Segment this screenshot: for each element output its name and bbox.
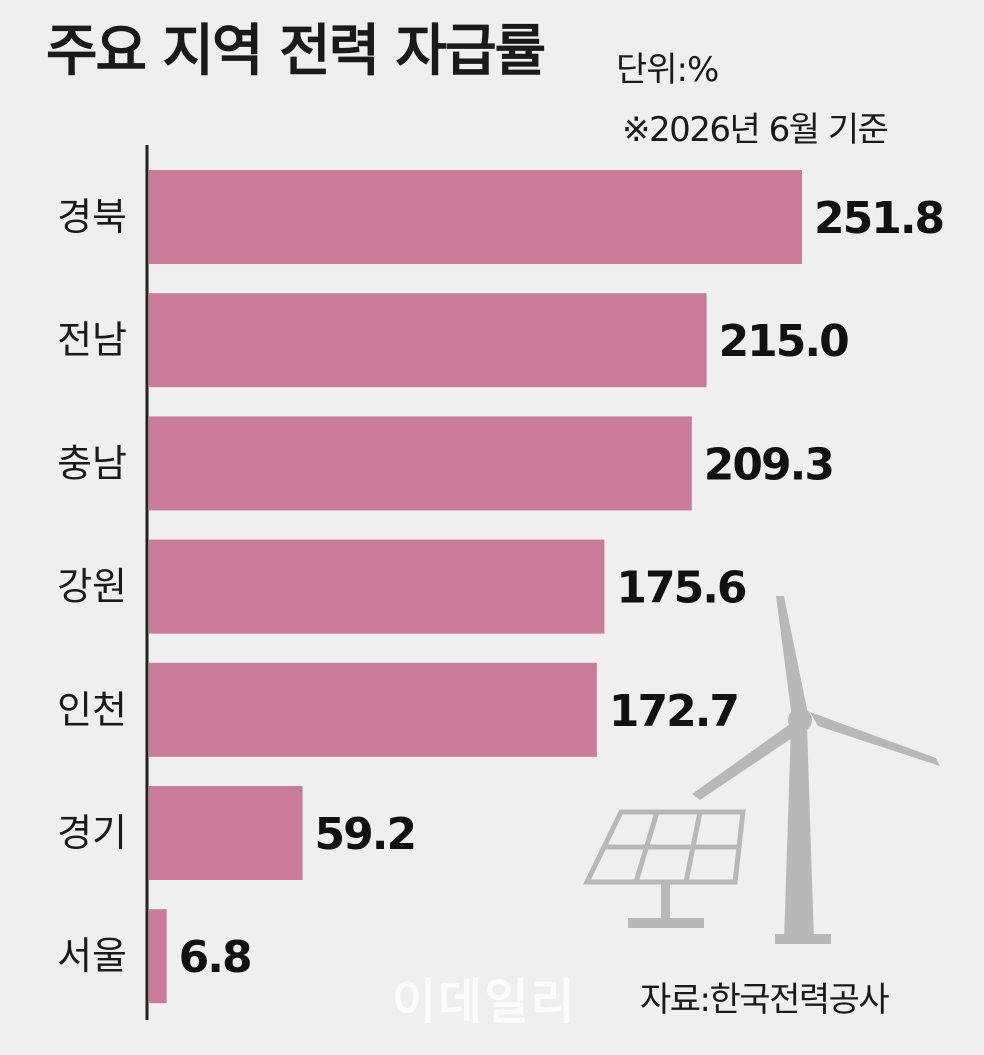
value-label-4: 172.7 <box>609 686 738 737</box>
category-label-2: 충남 <box>57 441 127 485</box>
source-note: 자료:한국전력공사 <box>640 980 890 1020</box>
bar-6 <box>149 909 167 1004</box>
value-label-1: 215.0 <box>719 316 849 367</box>
bar-3 <box>149 539 605 634</box>
category-label-0: 경북 <box>57 195 127 239</box>
category-label-5: 경기 <box>57 811 127 855</box>
chart-title: 주요 지역 전력 자급률 <box>46 19 546 84</box>
category-label-6: 서울 <box>57 934 127 978</box>
wind-turbine-icon <box>692 596 940 944</box>
value-label-0: 251.8 <box>814 193 943 244</box>
value-label-3: 175.6 <box>616 563 746 614</box>
bar-1 <box>149 293 707 388</box>
reference-date-note: ※2026년 6월 기준 <box>622 110 889 150</box>
value-label-5: 59.2 <box>315 809 416 860</box>
bar-5 <box>149 786 303 880</box>
category-label-3: 강원 <box>57 565 127 609</box>
value-label-2: 209.3 <box>704 439 833 490</box>
value-label-6: 6.8 <box>179 932 251 983</box>
bar-2 <box>149 416 692 511</box>
bar-4 <box>149 662 597 757</box>
bar-0 <box>149 170 802 264</box>
solar-panel-icon <box>583 809 746 928</box>
illustration <box>583 596 940 944</box>
category-label-1: 전남 <box>57 318 127 362</box>
watermark-logo: 이데일리 <box>392 974 577 1030</box>
unit-label: 단위:% <box>616 50 719 90</box>
bar-group: 경북 251.8 전남 215.0 충남 209.3 강원 175.6 인천 172.7 경기 59.… <box>57 170 945 1004</box>
category-label-4: 인천 <box>57 688 127 732</box>
